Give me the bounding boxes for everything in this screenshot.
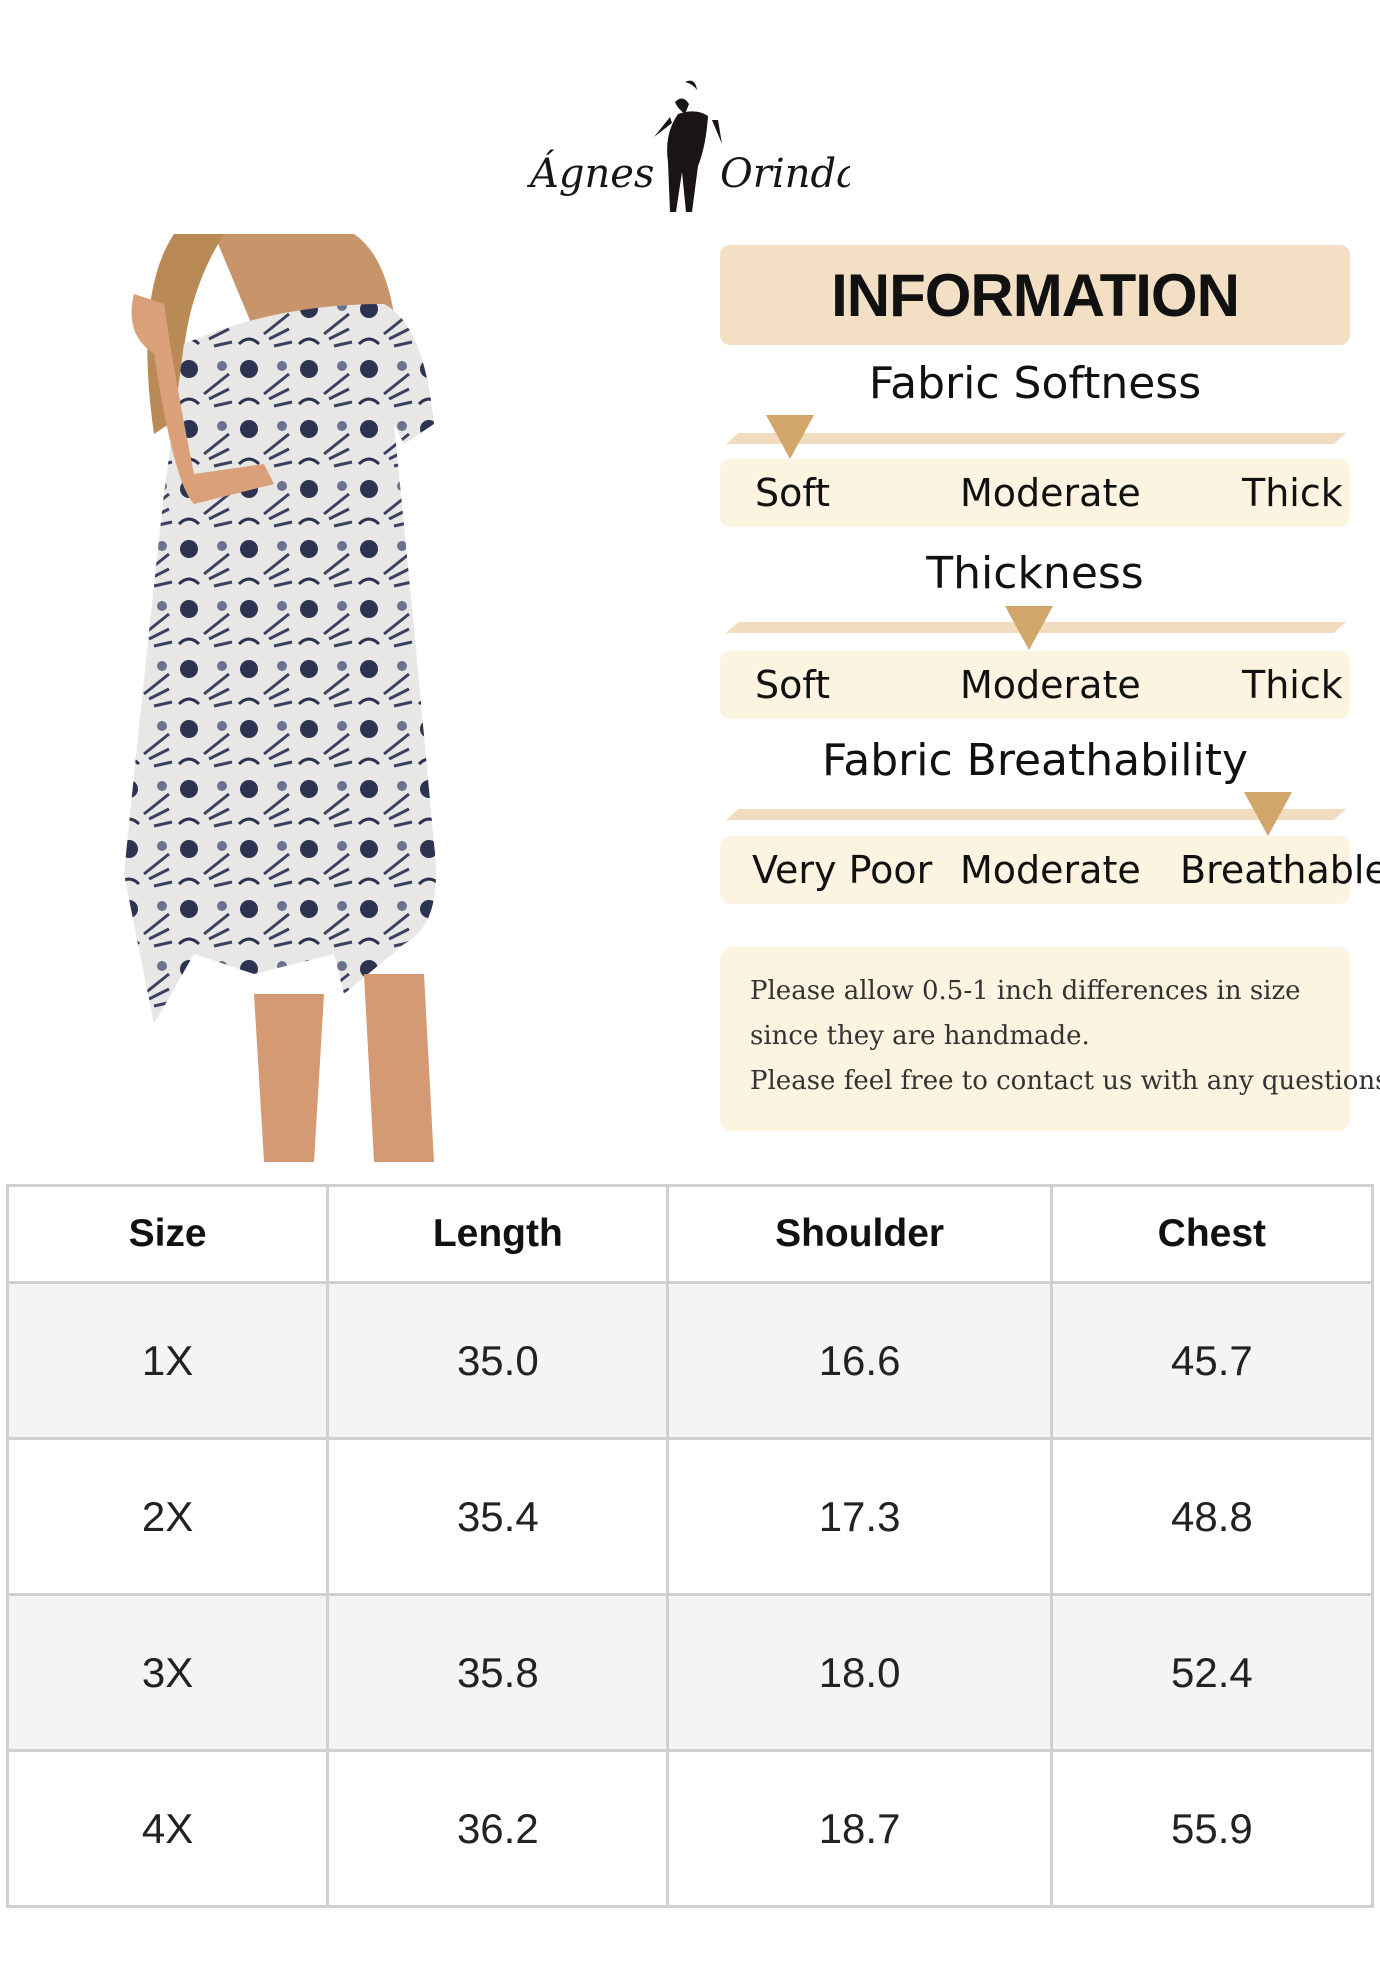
scale-label: Very Poor bbox=[752, 848, 933, 892]
header-size: Size bbox=[5, 1184, 330, 1284]
scale-label: Thick bbox=[1242, 471, 1343, 515]
cell-size: 2X bbox=[5, 1437, 330, 1596]
thickness-marker-icon bbox=[1005, 606, 1053, 650]
note-line: Please allow 0.5-1 inch differences in s… bbox=[750, 976, 1301, 1006]
cell-size: 4X bbox=[5, 1749, 330, 1908]
note-line: Please feel free to contact us with any … bbox=[750, 1066, 1380, 1096]
size-chart-table: Size Length Shoulder Chest 1X 35.0 16.6 … bbox=[5, 1184, 1375, 1908]
fabric-softness-labels: Soft Moderate Thick bbox=[720, 459, 1350, 527]
fabric-breathability-title: Fabric Breathability bbox=[822, 735, 1248, 786]
cell-shoulder: 18.7 bbox=[666, 1749, 1053, 1908]
cell-chest: 52.4 bbox=[1049, 1593, 1375, 1752]
cell-length: 35.8 bbox=[326, 1593, 670, 1752]
brand-logo: Ágnes Orinda bbox=[520, 62, 860, 222]
cell-chest: 45.7 bbox=[1049, 1281, 1375, 1440]
table-row: 2X 35.4 17.3 48.8 bbox=[5, 1437, 1375, 1596]
fabric-softness-title: Fabric Softness bbox=[868, 358, 1202, 409]
scale-label: Breathable bbox=[1180, 848, 1380, 892]
cell-shoulder: 18.0 bbox=[666, 1593, 1053, 1752]
logo-wordmark-left: Ágnes bbox=[526, 150, 654, 197]
table-header-row: Size Length Shoulder Chest bbox=[5, 1184, 1375, 1284]
note-line: since they are handmade. bbox=[750, 1021, 1090, 1051]
fabric-softness-marker-icon bbox=[766, 415, 814, 459]
information-header: INFORMATION bbox=[720, 245, 1350, 345]
fabric-breathability-labels: Very Poor Moderate Breathable bbox=[720, 836, 1380, 904]
cell-length: 36.2 bbox=[326, 1749, 670, 1908]
scale-label: Moderate bbox=[960, 471, 1141, 515]
scale-label: Soft bbox=[755, 471, 830, 515]
cell-size: 3X bbox=[5, 1593, 330, 1752]
scale-label: Soft bbox=[755, 663, 830, 707]
header-chest: Chest bbox=[1049, 1184, 1375, 1284]
cell-chest: 48.8 bbox=[1049, 1437, 1375, 1596]
thickness-labels: Soft Moderate Thick bbox=[720, 651, 1350, 719]
scale-label: Thick bbox=[1242, 663, 1343, 707]
cell-shoulder: 16.6 bbox=[666, 1281, 1053, 1440]
logo-wordmark-right: Orinda bbox=[720, 151, 850, 197]
cell-shoulder: 17.3 bbox=[666, 1437, 1053, 1596]
cell-chest: 55.9 bbox=[1049, 1749, 1375, 1908]
fabric-softness-track bbox=[726, 433, 1346, 444]
cell-size: 1X bbox=[5, 1281, 330, 1440]
fabric-breathability-marker-icon bbox=[1244, 792, 1292, 836]
table-row: 3X 35.8 18.0 52.4 bbox=[5, 1593, 1375, 1752]
table-row: 1X 35.0 16.6 45.7 bbox=[5, 1281, 1375, 1440]
header-shoulder: Shoulder bbox=[666, 1184, 1053, 1284]
scale-label: Moderate bbox=[960, 848, 1141, 892]
table-row: 4X 36.2 18.7 55.9 bbox=[5, 1749, 1375, 1908]
thickness-title: Thickness bbox=[926, 548, 1144, 599]
header-length: Length bbox=[326, 1184, 670, 1284]
size-note: Please allow 0.5-1 inch differences in s… bbox=[720, 947, 1380, 1131]
scale-label: Moderate bbox=[960, 663, 1141, 707]
cell-length: 35.4 bbox=[326, 1437, 670, 1596]
fabric-breathability-track bbox=[726, 809, 1346, 820]
cell-length: 35.0 bbox=[326, 1281, 670, 1440]
product-photo bbox=[114, 234, 606, 1162]
